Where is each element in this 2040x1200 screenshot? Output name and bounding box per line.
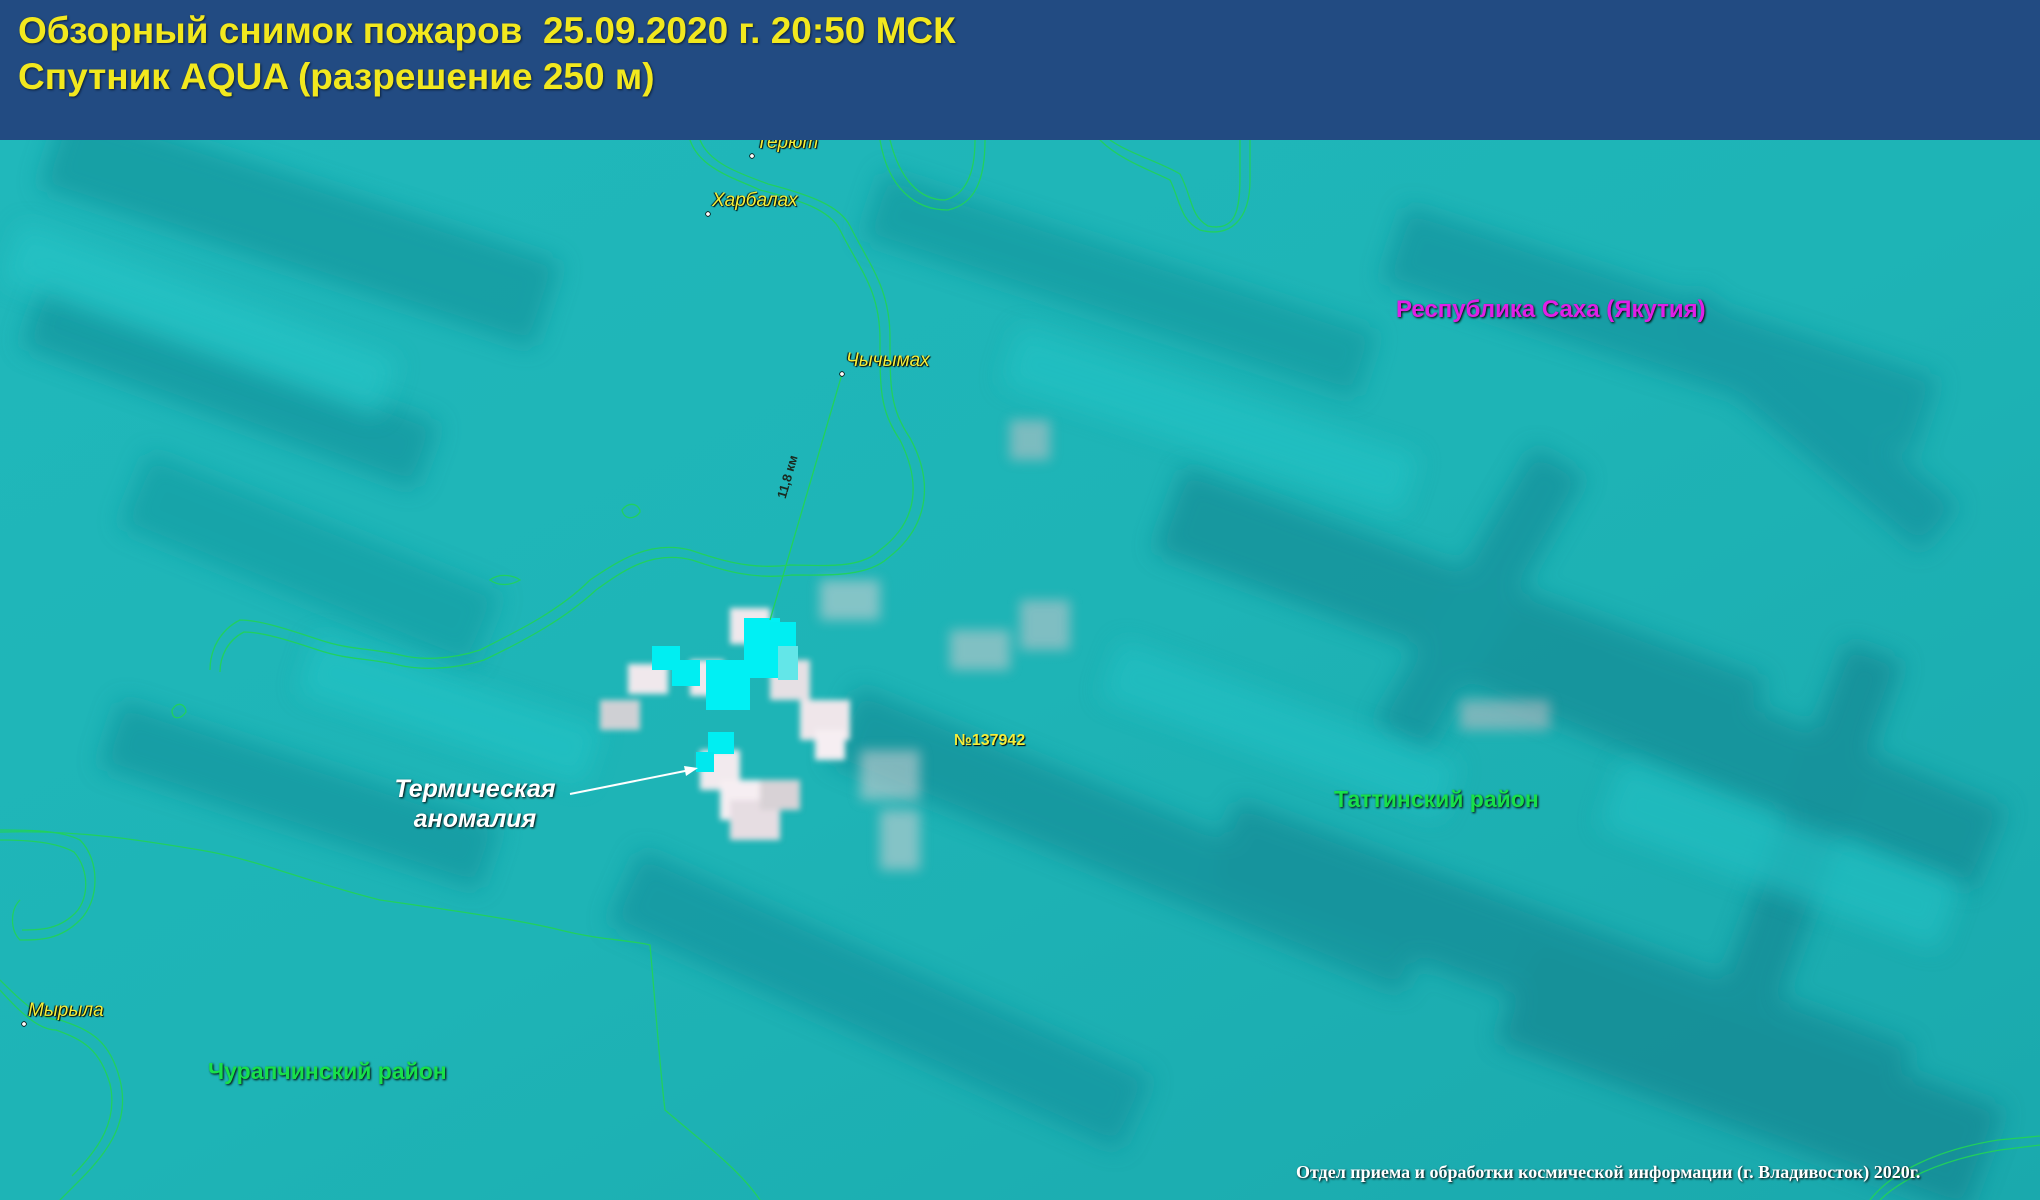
anomaly-arrow: [569, 766, 698, 795]
satellite-map[interactable]: Терют Харбалах Чычымах Мырыла Республика…: [0, 140, 2040, 1200]
anomaly-label-line-2: аномалия: [413, 805, 537, 833]
district-label-churapchinsky: Чурапчинский район: [208, 1058, 447, 1084]
anomaly-label: Термическая аномалия: [380, 774, 570, 834]
anomaly-label-line-1: Термическая: [394, 775, 556, 803]
title-bar: Обзорный снимок пожаров 25.09.2020 г. 20…: [0, 0, 2040, 140]
boundaries: [0, 140, 2040, 1200]
terrain-highlights: [1, 223, 1962, 950]
terrain-texture: [20, 140, 2007, 1200]
fire-pixels: [600, 608, 850, 840]
region-label: Республика Саха (Якутия): [1396, 296, 1706, 323]
settlement-label-teryut: Терют: [756, 140, 819, 153]
credit-text: Отдел приема и обработки космической инф…: [1296, 1162, 1921, 1182]
settlement-points: [21, 153, 845, 1027]
satellite-imagery: [0, 140, 2040, 1200]
title-line-1: Обзорный снимок пожаров 25.09.2020 г. 20…: [18, 10, 956, 51]
district-label-tattinsky: Таттинский район: [1334, 786, 1539, 812]
fire-id-label: №137942: [954, 732, 1026, 749]
settlement-label-chychymakh: Чычымах: [846, 350, 930, 371]
title-line-2: Спутник AQUA (разрешение 250 м): [18, 56, 655, 97]
smoke-plume: [820, 420, 1550, 870]
distance-line: [769, 373, 843, 621]
settlement-label-myryla: Мырыла: [28, 1000, 104, 1021]
settlement-label-kharbalakh: Харбалах: [712, 190, 798, 211]
